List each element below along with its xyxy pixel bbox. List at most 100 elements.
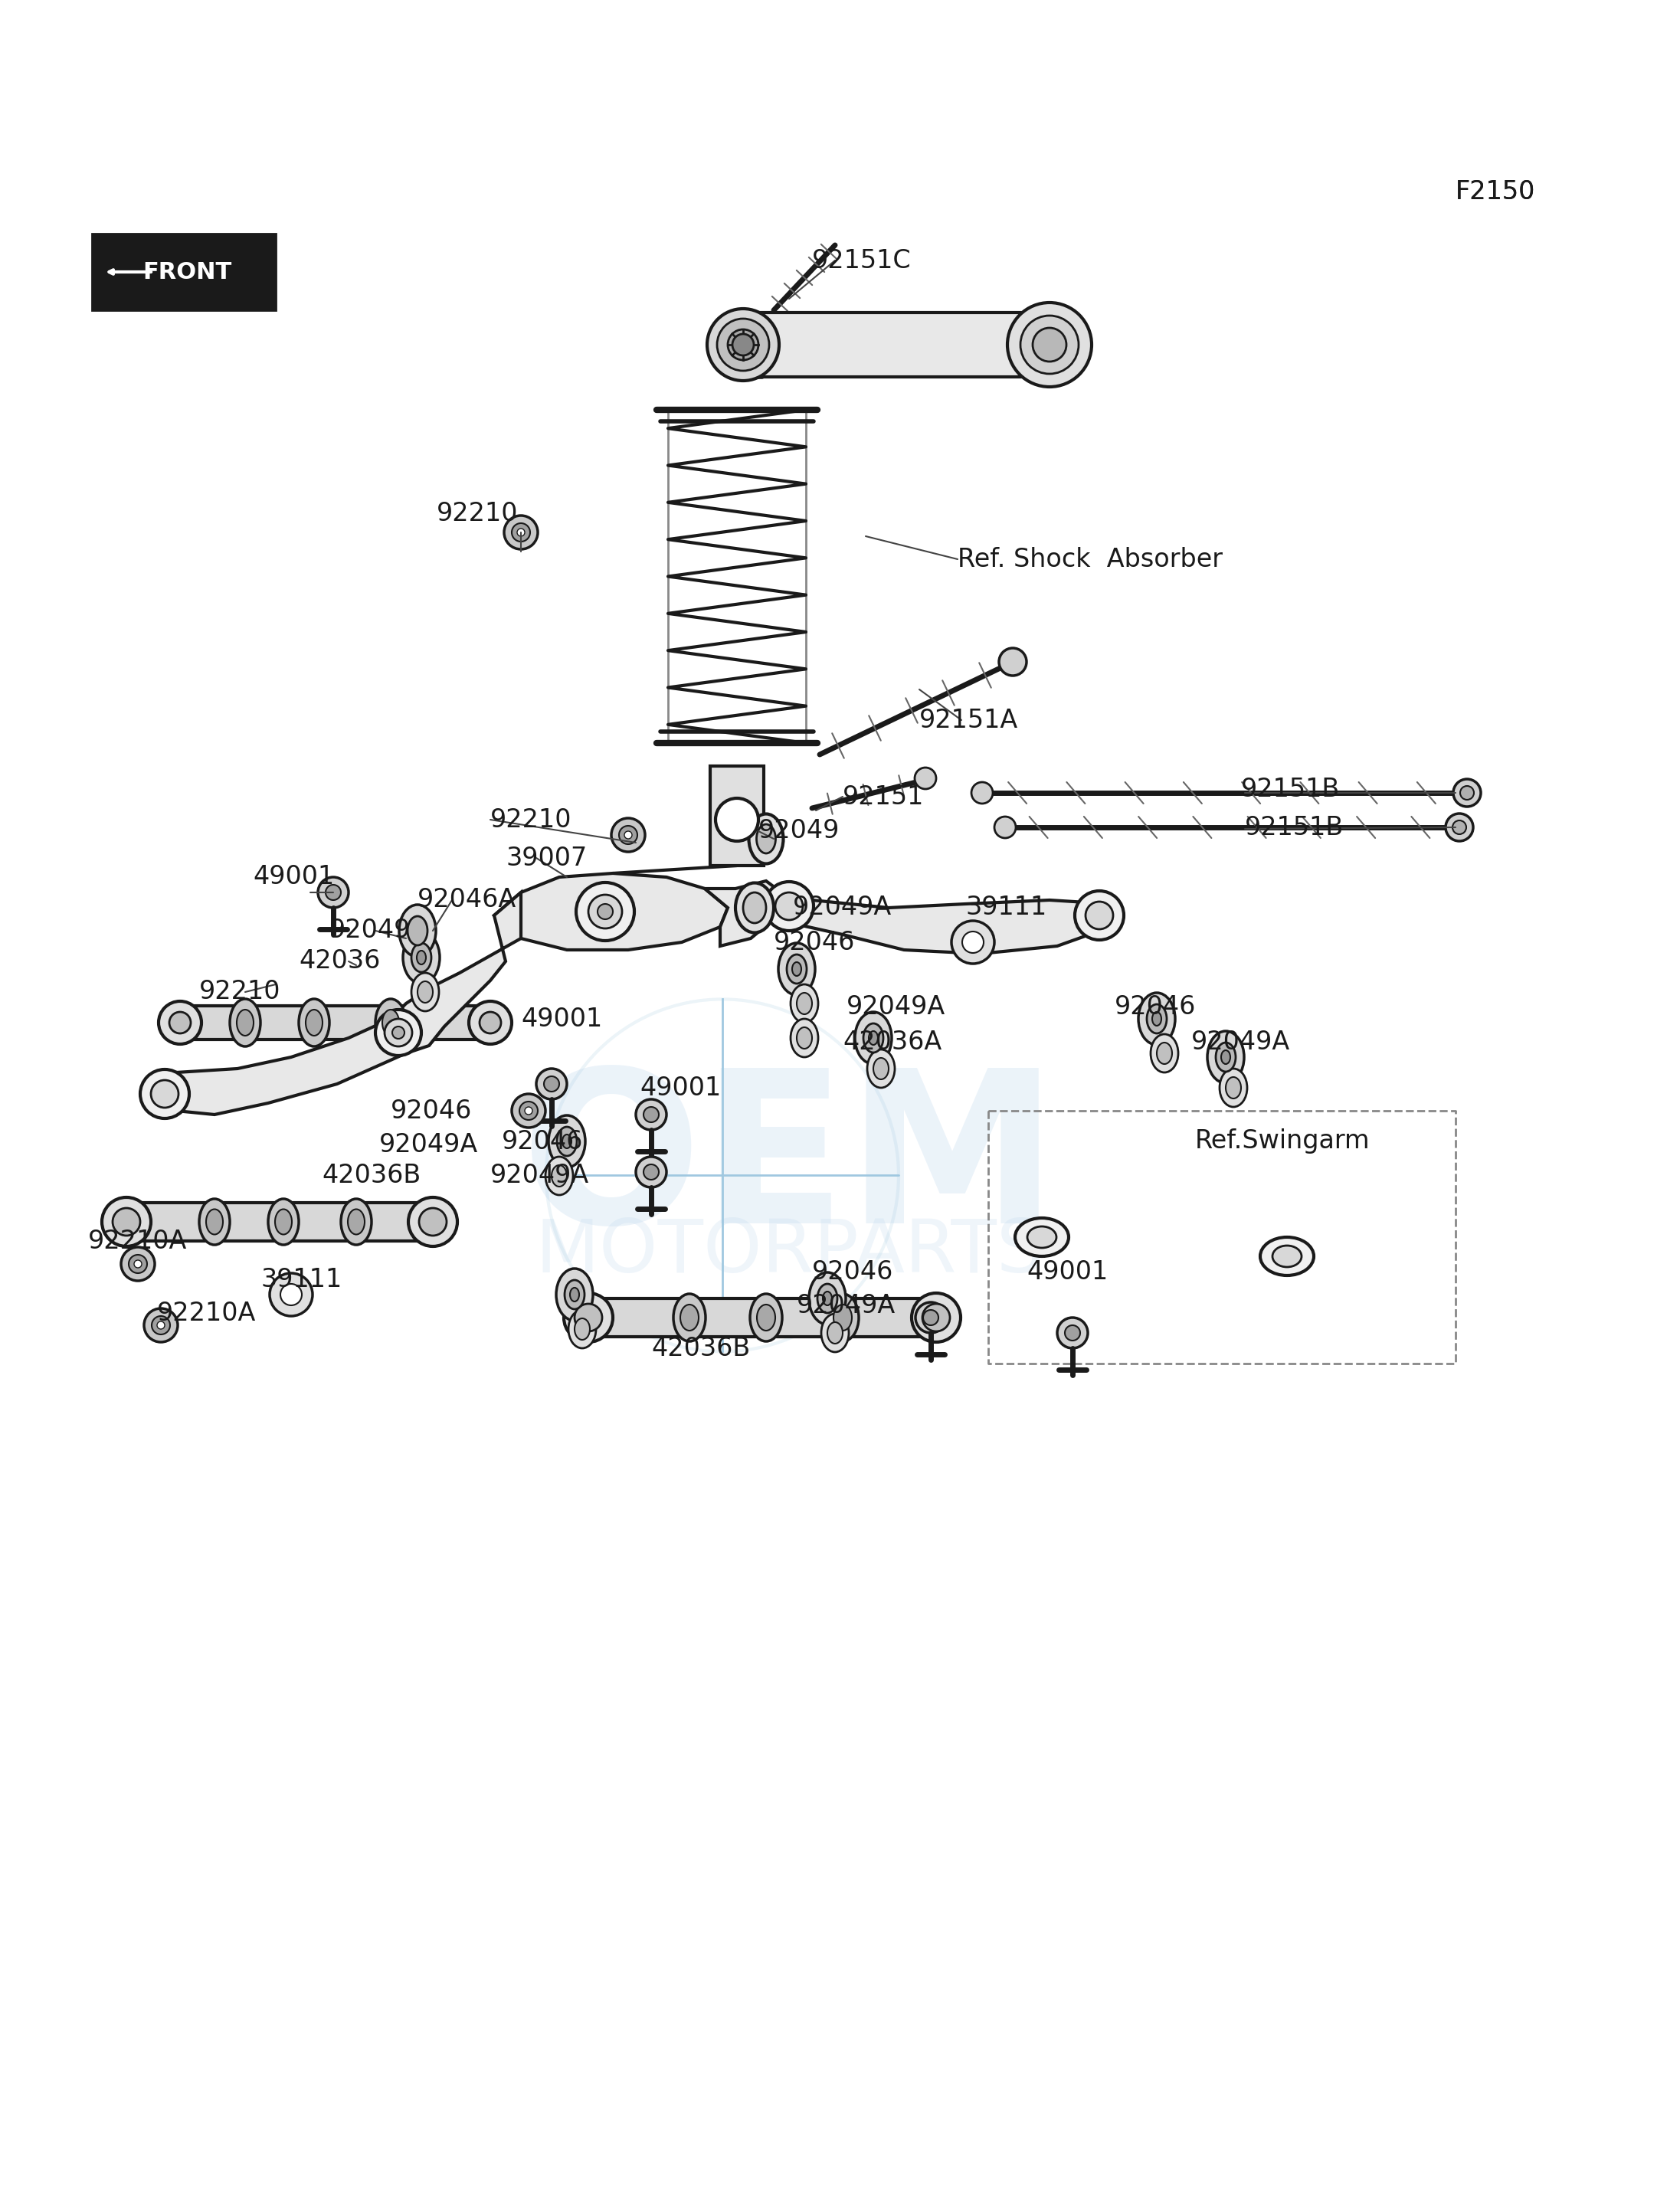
Circle shape [102, 1197, 151, 1246]
Ellipse shape [269, 1200, 299, 1246]
Circle shape [914, 767, 936, 789]
Ellipse shape [551, 1164, 566, 1186]
Ellipse shape [412, 943, 432, 971]
Circle shape [270, 1272, 312, 1316]
Text: 92151C: 92151C [811, 248, 911, 272]
Text: FRONT: FRONT [143, 261, 232, 283]
Ellipse shape [400, 905, 435, 956]
Circle shape [129, 1254, 148, 1272]
Circle shape [716, 798, 758, 841]
Text: 92046: 92046 [774, 929, 855, 956]
Text: 92210: 92210 [437, 501, 517, 525]
Text: OEM: OEM [521, 1061, 1058, 1268]
Ellipse shape [306, 1011, 323, 1035]
Text: 42036B: 42036B [652, 1336, 751, 1360]
Polygon shape [176, 1006, 497, 1039]
Circle shape [504, 516, 538, 549]
Circle shape [170, 1013, 192, 1033]
Ellipse shape [874, 1059, 889, 1079]
Circle shape [774, 892, 803, 921]
Text: 92049A: 92049A [796, 1294, 895, 1318]
Text: 92046A: 92046A [418, 888, 516, 912]
Circle shape [1453, 780, 1480, 806]
Circle shape [643, 1107, 659, 1123]
Ellipse shape [827, 1294, 858, 1342]
Circle shape [418, 1208, 447, 1235]
Text: 92151A: 92151A [919, 707, 1018, 734]
Ellipse shape [568, 1309, 596, 1349]
Text: 42036B: 42036B [323, 1162, 420, 1189]
Ellipse shape [417, 951, 427, 964]
Circle shape [1000, 648, 1026, 677]
Circle shape [1065, 1325, 1080, 1340]
Text: F2150: F2150 [1455, 178, 1536, 204]
Circle shape [318, 877, 348, 907]
Text: 49001: 49001 [1026, 1259, 1107, 1285]
Ellipse shape [1216, 1044, 1236, 1072]
Ellipse shape [564, 1281, 585, 1309]
Ellipse shape [548, 1116, 585, 1167]
Ellipse shape [864, 1024, 884, 1052]
Circle shape [995, 817, 1016, 837]
Polygon shape [92, 233, 276, 310]
Ellipse shape [1147, 1004, 1166, 1033]
Circle shape [732, 334, 754, 356]
Polygon shape [583, 1298, 942, 1336]
Ellipse shape [563, 1134, 571, 1149]
Circle shape [922, 1309, 939, 1325]
Circle shape [598, 903, 613, 918]
Text: 39007: 39007 [506, 846, 586, 870]
Ellipse shape [570, 1287, 580, 1301]
Ellipse shape [822, 1314, 848, 1351]
Ellipse shape [558, 1127, 576, 1156]
Ellipse shape [237, 1011, 254, 1035]
Ellipse shape [412, 973, 438, 1011]
Ellipse shape [1226, 1077, 1242, 1098]
Circle shape [588, 894, 622, 929]
Circle shape [1033, 327, 1067, 363]
Polygon shape [743, 312, 1026, 378]
Circle shape [951, 921, 995, 964]
Circle shape [707, 310, 780, 380]
Circle shape [1057, 1318, 1089, 1349]
Circle shape [613, 819, 643, 850]
Ellipse shape [383, 1011, 400, 1035]
Circle shape [121, 1248, 155, 1281]
Circle shape [519, 1101, 538, 1120]
Circle shape [375, 1011, 422, 1055]
Circle shape [635, 1156, 667, 1186]
Ellipse shape [200, 1200, 230, 1246]
Ellipse shape [756, 824, 776, 852]
Circle shape [620, 828, 635, 844]
Text: Ref. Shock  Absorber: Ref. Shock Absorber [958, 547, 1223, 571]
Polygon shape [153, 1019, 407, 1114]
Ellipse shape [810, 1272, 845, 1325]
Circle shape [727, 330, 758, 360]
Circle shape [576, 883, 635, 940]
Ellipse shape [867, 1050, 895, 1088]
Ellipse shape [791, 1019, 818, 1057]
Ellipse shape [786, 953, 806, 984]
Text: MOTORPARTS: MOTORPARTS [534, 1217, 1045, 1287]
Polygon shape [123, 1202, 437, 1241]
Circle shape [1020, 316, 1079, 373]
Text: 92151: 92151 [843, 784, 924, 808]
Ellipse shape [823, 1292, 832, 1305]
Ellipse shape [743, 892, 766, 923]
Text: 92049A: 92049A [491, 1162, 590, 1189]
Ellipse shape [796, 993, 811, 1015]
Circle shape [922, 1303, 949, 1331]
Text: 42036: 42036 [299, 949, 380, 973]
Circle shape [512, 1094, 546, 1127]
Ellipse shape [1272, 1246, 1302, 1268]
Circle shape [612, 817, 645, 852]
Ellipse shape [1151, 1035, 1178, 1072]
Text: 92210: 92210 [200, 980, 281, 1004]
Circle shape [971, 782, 993, 804]
Circle shape [1085, 901, 1114, 929]
Ellipse shape [793, 962, 801, 975]
Circle shape [385, 1019, 412, 1046]
Circle shape [625, 830, 632, 839]
Circle shape [469, 1002, 512, 1044]
Text: 92049A: 92049A [380, 1134, 479, 1158]
